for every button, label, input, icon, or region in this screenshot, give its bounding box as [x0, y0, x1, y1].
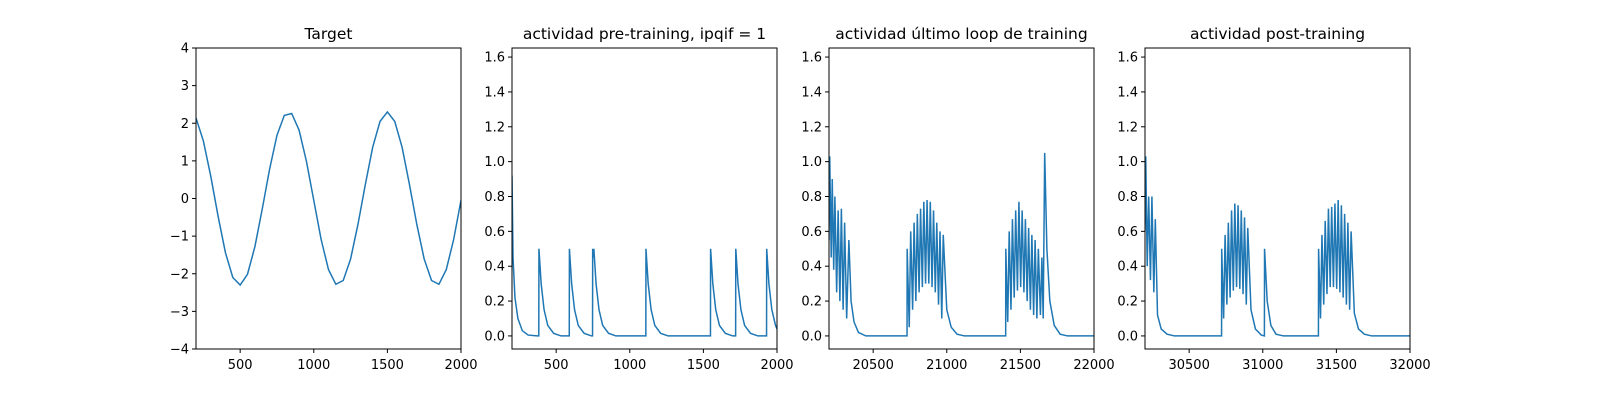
y-tick-label: 0.0	[801, 329, 822, 344]
x-tick-label: 500	[544, 358, 569, 373]
y-tick-label: 0.4	[801, 260, 822, 275]
axes-frame	[1144, 47, 1411, 350]
y-tick-label: 0.4	[1117, 260, 1138, 275]
axes-frame	[511, 47, 778, 350]
subplot: 500 1000 1500 2000 −4 −3 −2 −1 0 1 2 3 4 Target	[170, 25, 478, 373]
y-tick-label: 1.2	[801, 120, 822, 135]
subplot-title: actividad pre-training, ipqif = 1	[523, 25, 766, 43]
y-tick-label: 0	[181, 192, 189, 207]
x-tick-label: 31500	[1316, 358, 1357, 373]
y-tick-label: 0.4	[484, 260, 505, 275]
plot-area	[512, 175, 777, 337]
plot-area	[1145, 156, 1410, 337]
x-tick-label: 20500	[852, 358, 893, 373]
y-tick-label: 1.6	[484, 51, 505, 66]
plot-area	[196, 110, 461, 287]
x-tick-label: 2000	[760, 358, 793, 373]
y-tick-label: 1	[181, 154, 189, 169]
y-tick-label: 1.4	[801, 85, 822, 100]
x-tick-label: 1500	[687, 358, 720, 373]
y-tick-label: 0.8	[484, 190, 505, 205]
subplot: 30500 31000 31500 32000 0.0 0.2 0.4 0.6 0.8 1.0 1.…	[1117, 25, 1430, 373]
data-line	[196, 110, 461, 287]
x-tick-label: 1000	[297, 358, 330, 373]
x-tick-label: 31000	[1242, 358, 1283, 373]
y-tick-label: 1.0	[1117, 155, 1138, 170]
subplot: 20500 21000 21500 22000 0.0 0.2 0.4 0.6 0.8 1.0 1.…	[801, 25, 1114, 373]
x-tick-label: 500	[228, 358, 253, 373]
subplot-title: actividad post-training	[1190, 25, 1365, 43]
y-tick-label: 1.6	[801, 51, 822, 66]
y-tick-label: 1.6	[1117, 51, 1138, 66]
y-tick-label: 1.0	[801, 155, 822, 170]
y-tick-label: 0.0	[484, 329, 505, 344]
y-tick-label: 0.2	[484, 295, 505, 310]
data-line	[1145, 156, 1410, 337]
y-tick-label: 1.2	[484, 120, 505, 135]
y-tick-label: −1	[170, 230, 189, 245]
y-tick-label: 0.6	[484, 225, 505, 240]
y-tick-label: 0.6	[801, 225, 822, 240]
axes-frame	[828, 47, 1095, 350]
y-tick-label: 2	[181, 117, 189, 132]
y-tick-label: 1.4	[484, 85, 505, 100]
x-tick-label: 32000	[1389, 358, 1430, 373]
y-tick-label: 0.8	[1117, 190, 1138, 205]
subplot: 500 1000 1500 2000 0.0 0.2 0.4 0.6 0.8 1.0 1.2 1.4 1…	[484, 25, 793, 373]
y-tick-label: 1.2	[1117, 120, 1138, 135]
y-tick-label: 0.2	[1117, 295, 1138, 310]
x-tick-label: 22000	[1073, 358, 1114, 373]
x-tick-label: 21000	[926, 358, 967, 373]
y-tick-label: 0.8	[801, 190, 822, 205]
y-tick-label: 1.0	[484, 155, 505, 170]
y-tick-label: −3	[170, 305, 189, 320]
subplot-title: actividad último loop de training	[835, 25, 1087, 43]
data-line	[829, 152, 1094, 337]
y-tick-label: 0.2	[801, 295, 822, 310]
y-tick-label: −4	[170, 343, 189, 358]
x-tick-label: 21500	[1000, 358, 1041, 373]
plot-area	[829, 152, 1094, 337]
y-tick-label: 4	[181, 42, 189, 57]
y-tick-label: −2	[170, 267, 189, 282]
y-tick-label: 1.4	[1117, 85, 1138, 100]
axes-frame	[195, 47, 462, 350]
y-tick-label: 0.6	[1117, 225, 1138, 240]
x-tick-label: 2000	[444, 358, 477, 373]
x-tick-label: 1000	[613, 358, 646, 373]
data-line	[512, 175, 777, 337]
x-tick-label: 30500	[1168, 358, 1209, 373]
y-tick-label: 0.0	[1117, 329, 1138, 344]
subplot-title: Target	[304, 25, 353, 43]
y-tick-label: 3	[181, 79, 189, 94]
x-tick-label: 1500	[371, 358, 404, 373]
